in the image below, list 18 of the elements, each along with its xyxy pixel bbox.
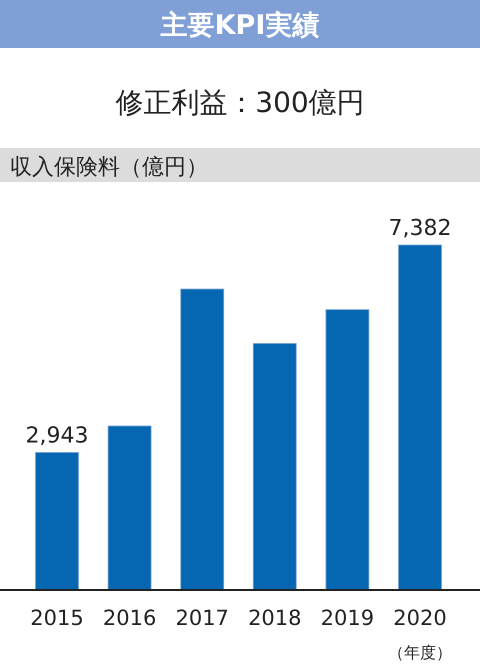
bar [180,288,224,590]
data-label: 7,382 [388,216,452,241]
bar [35,452,79,590]
bar [326,309,370,590]
data-label: 2,943 [26,423,88,448]
x-tick-label: 2019 [320,606,374,630]
chart-subtitle: 修正利益：300億円 [115,86,365,119]
x-tick-label: 2016 [102,606,156,630]
y-axis-title: 収入保険料（億円） [10,155,208,180]
x-tick-label: 2017 [175,606,229,630]
x-tick-label: 2015 [30,606,84,630]
bar [398,244,442,590]
bar [252,343,297,590]
bar [108,426,152,590]
x-axis-title: （年度） [388,643,452,662]
x-tick-label: 2020 [393,606,447,630]
chart-title: 主要KPI実績 [160,10,320,41]
x-tick-label: 2018 [248,606,302,630]
